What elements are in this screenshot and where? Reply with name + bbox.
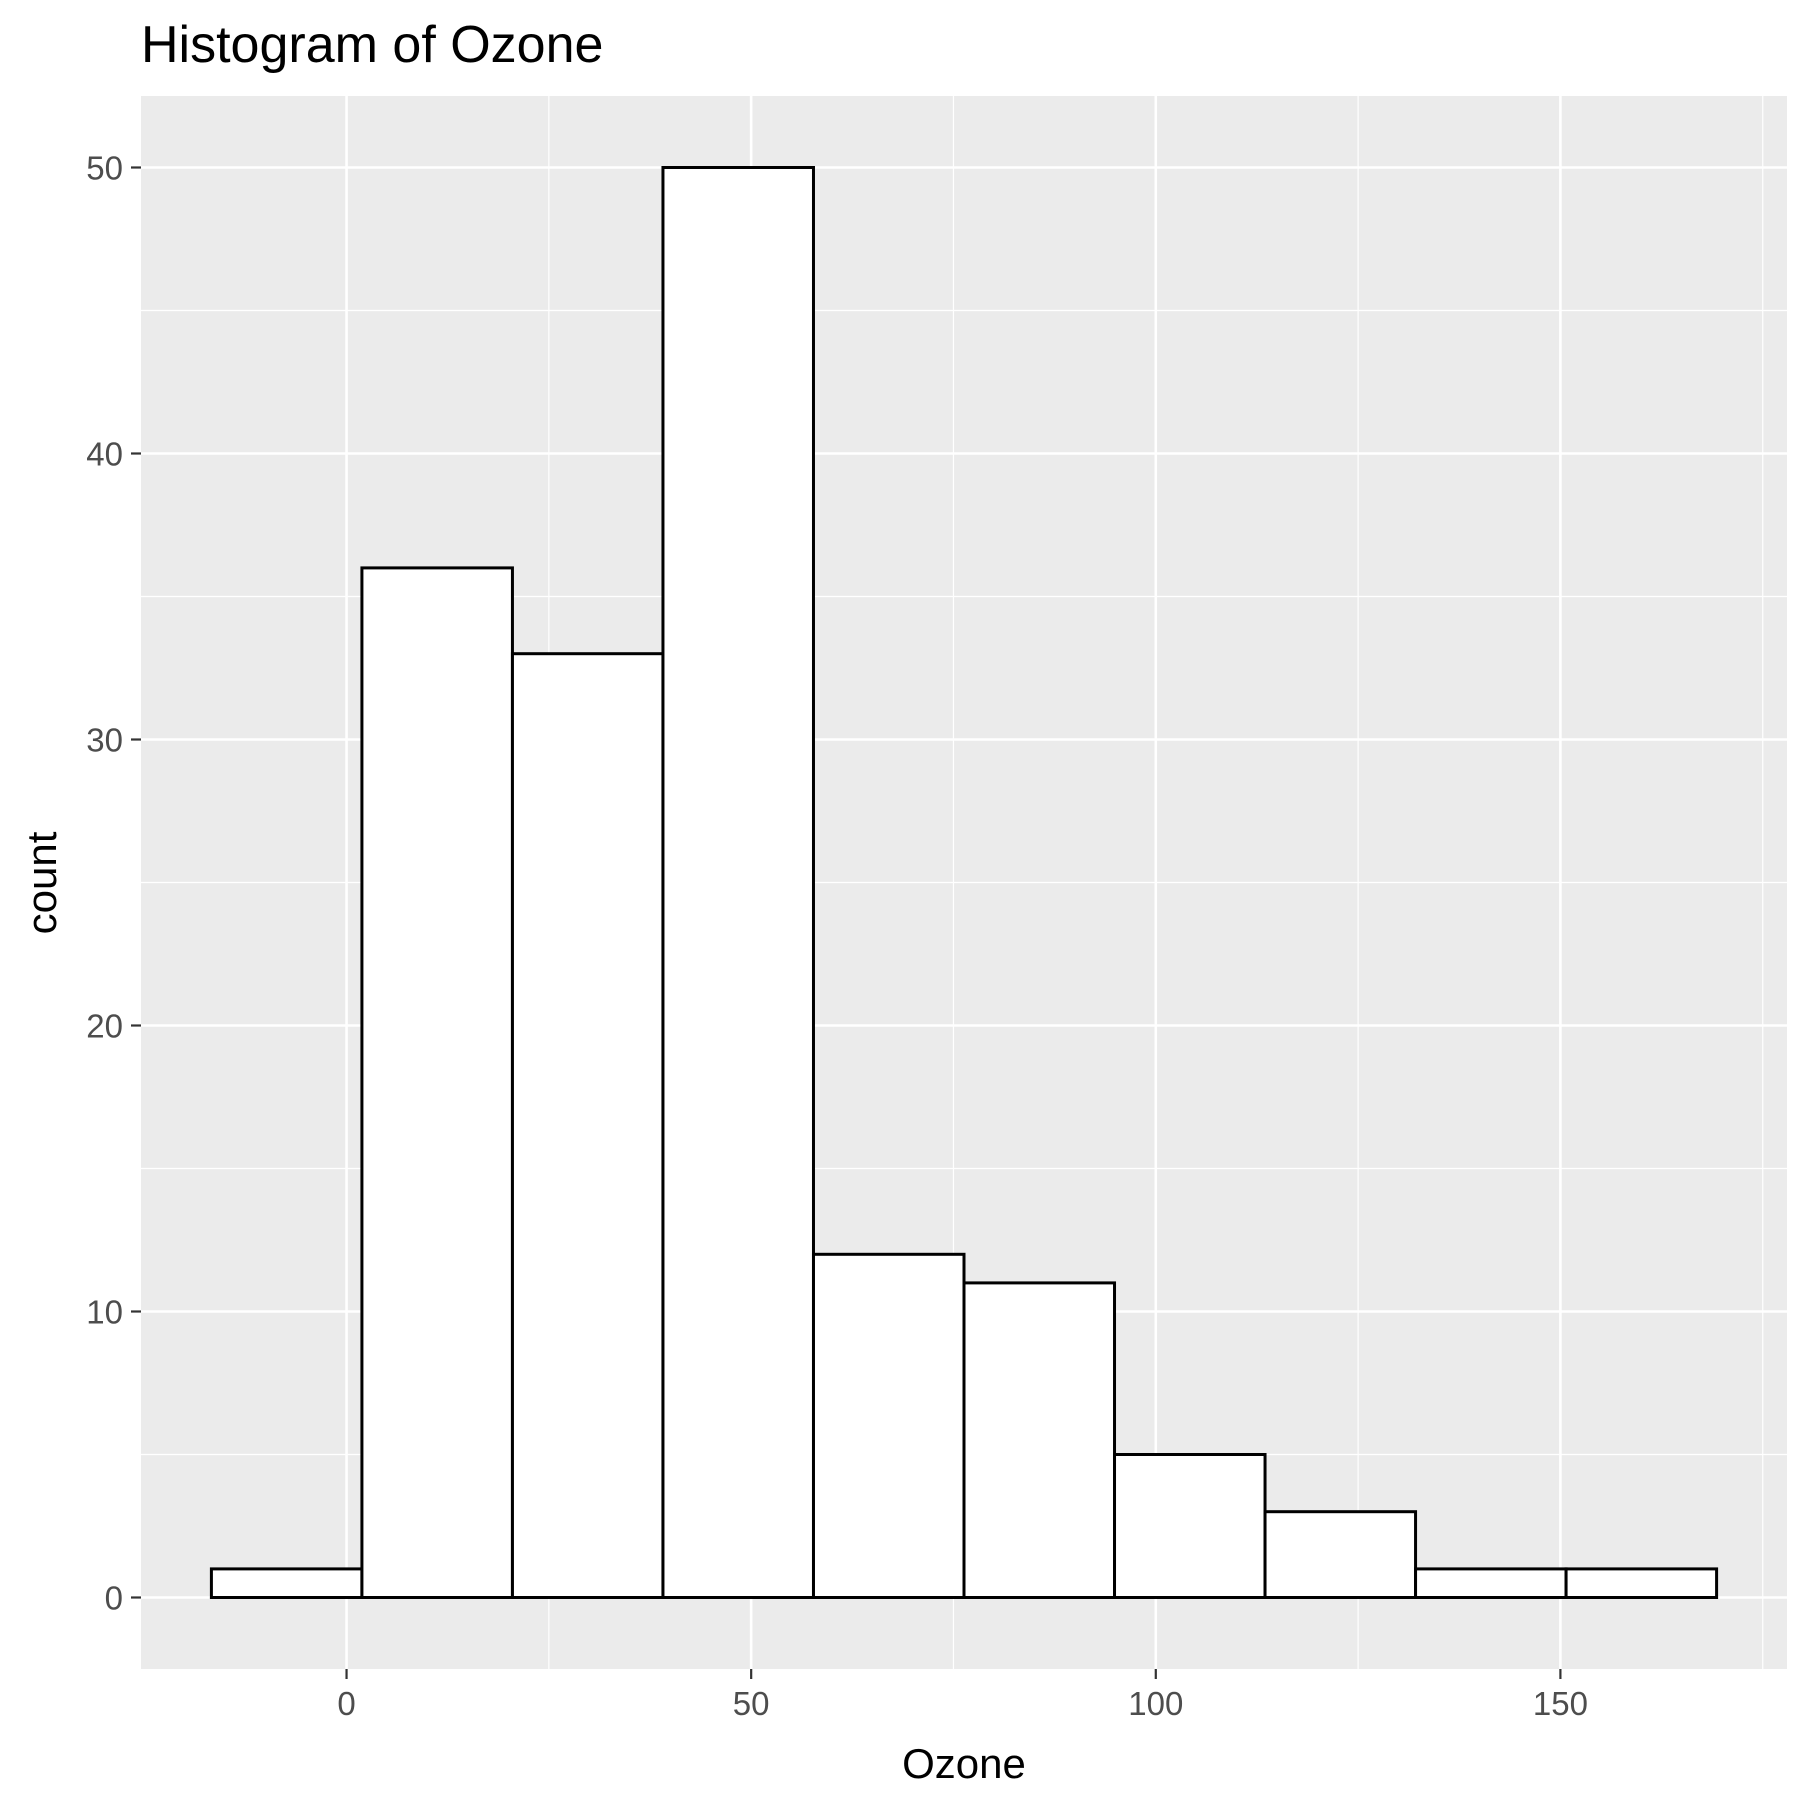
x-tick-label: 150 <box>1533 1685 1588 1722</box>
histogram-bar <box>1564 1567 1719 1600</box>
histogram-bar <box>1113 1453 1267 1599</box>
y-tick-label: 0 <box>105 1580 123 1617</box>
histogram-bar <box>1414 1567 1568 1600</box>
histogram-bar <box>962 1281 1117 1600</box>
histogram-bar <box>1263 1510 1418 1599</box>
histogram-bar <box>811 1252 966 1600</box>
y-tick-label: 10 <box>86 1294 123 1331</box>
y-tick-label: 20 <box>86 1008 123 1045</box>
x-tick-label: 100 <box>1128 1685 1183 1722</box>
histogram-bar <box>209 1567 364 1600</box>
x-axis: 0 50 100 150 <box>337 1669 1588 1722</box>
x-axis-title: Ozone <box>902 1740 1026 1787</box>
y-axis: 0 10 20 30 40 50 <box>86 150 141 1617</box>
histogram-bars <box>209 166 1719 1600</box>
x-tick-label: 0 <box>337 1685 355 1722</box>
y-tick-label: 30 <box>86 722 123 759</box>
histogram-bar <box>510 652 665 1599</box>
x-tick-label: 50 <box>733 1685 770 1722</box>
y-tick-label: 40 <box>86 436 123 473</box>
chart-title: Histogram of Ozone <box>141 16 603 74</box>
y-axis-title: count <box>18 831 65 934</box>
histogram-bar <box>661 166 815 1599</box>
histogram-bar <box>360 566 514 1599</box>
y-tick-label: 50 <box>86 150 123 187</box>
